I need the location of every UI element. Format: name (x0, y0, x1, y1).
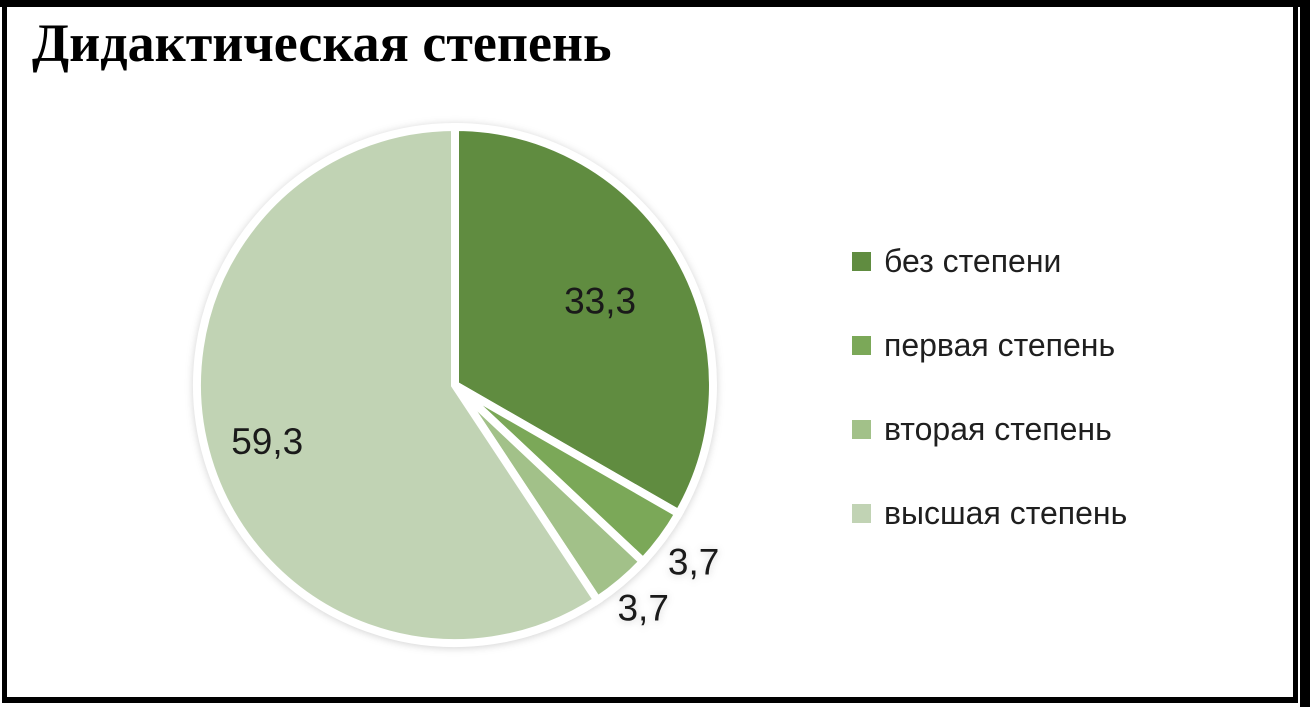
legend-item: первая степень (852, 303, 1127, 387)
legend-label: вторая степень (884, 410, 1112, 447)
chart-title: Дидактическая степень (32, 13, 612, 73)
legend-swatch-icon (852, 335, 871, 355)
pie-slice-0 (451, 122, 717, 519)
legend-swatch-icon (852, 503, 871, 523)
legend-swatch-icon (852, 251, 871, 271)
legend-item: без степени (852, 219, 1127, 303)
legend: без степени первая степень вторая степен… (852, 219, 1127, 555)
legend-label: первая степень (884, 326, 1116, 363)
legend-label: без степени (884, 242, 1062, 279)
legend-swatch-icon (852, 419, 871, 439)
pie-slice-3 (193, 122, 603, 647)
data-label-3: 59,3 (231, 421, 303, 462)
legend-label: высшая степень (884, 494, 1128, 531)
data-label-2: 3,7 (617, 588, 668, 629)
legend-item: высшая степень (852, 471, 1127, 555)
data-label-0: 33,3 (564, 281, 636, 322)
document-right-border (1300, 0, 1310, 707)
legend-item: вторая степень (852, 387, 1127, 471)
data-label-1: 3,7 (668, 541, 719, 582)
